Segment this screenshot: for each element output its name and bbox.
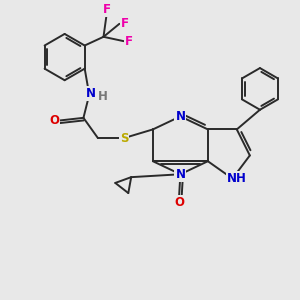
Text: N: N — [176, 168, 185, 181]
Text: NH: NH — [227, 172, 247, 185]
Text: F: F — [121, 17, 129, 30]
Text: S: S — [120, 132, 128, 145]
Text: N: N — [176, 110, 185, 123]
Text: N: N — [86, 87, 96, 100]
Text: F: F — [125, 35, 133, 48]
Text: O: O — [50, 114, 59, 127]
Text: O: O — [174, 196, 184, 209]
Text: H: H — [98, 90, 108, 103]
Text: F: F — [102, 3, 110, 16]
